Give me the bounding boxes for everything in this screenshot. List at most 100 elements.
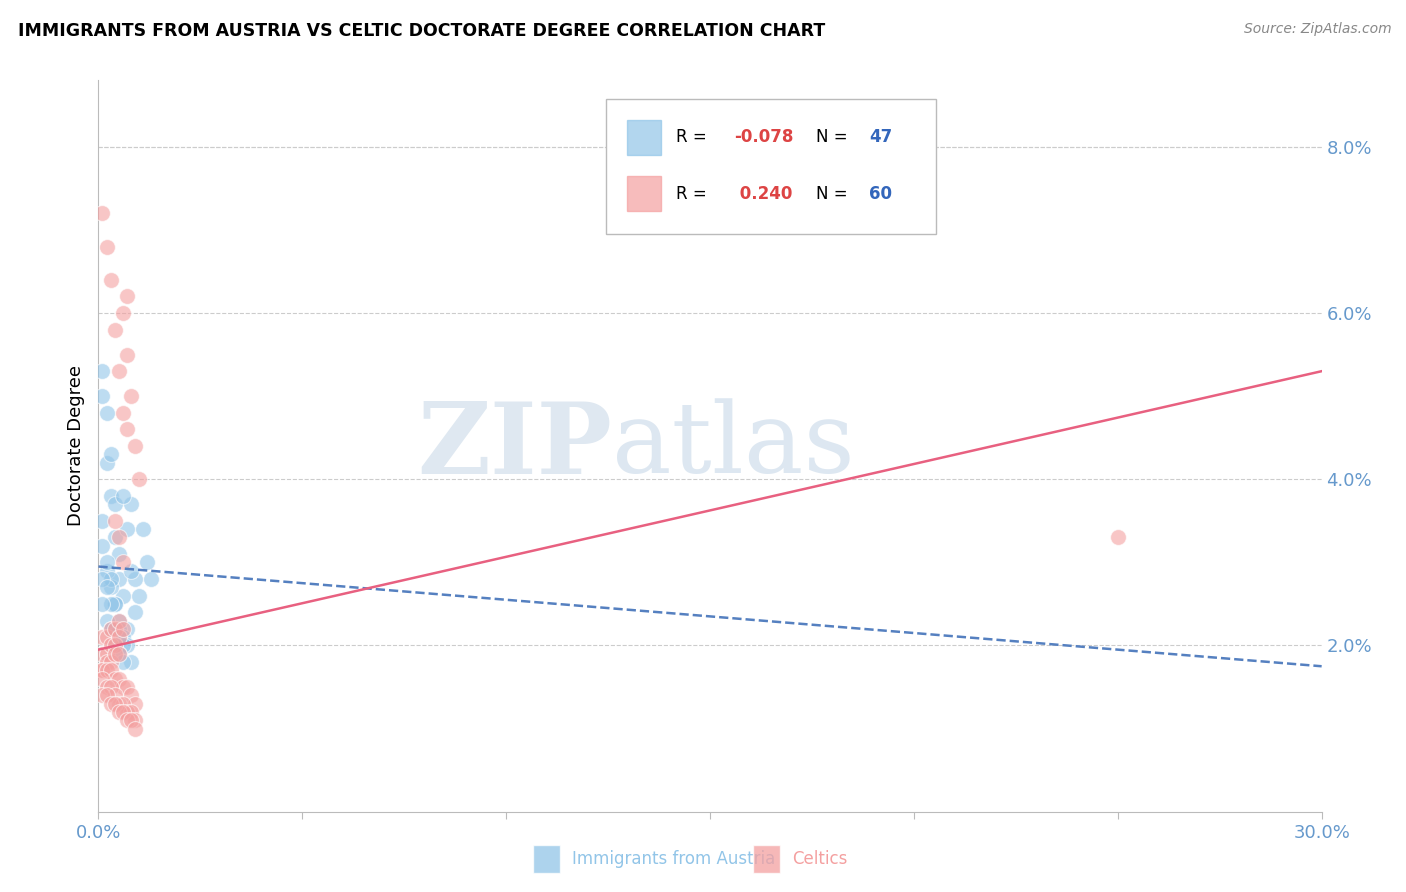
Point [115, 422, 138, 436]
FancyBboxPatch shape [627, 176, 661, 211]
Point [120, 689, 142, 703]
Point [104, 530, 127, 544]
Point [104, 622, 127, 636]
Point [96, 614, 118, 628]
Text: 0.240: 0.240 [734, 185, 793, 202]
Text: 60: 60 [869, 185, 891, 202]
Text: N =: N = [817, 185, 853, 202]
Point [115, 639, 138, 653]
Point [96, 680, 118, 694]
Point [111, 306, 134, 320]
Point [100, 580, 122, 594]
Point [100, 597, 122, 611]
Point [120, 655, 142, 669]
Point [104, 689, 127, 703]
Point [108, 697, 131, 711]
Point [104, 597, 127, 611]
Point [136, 555, 159, 569]
Point [111, 630, 134, 644]
Point [91, 206, 114, 220]
Point [115, 714, 138, 728]
Point [108, 622, 131, 636]
Point [104, 497, 127, 511]
Point [104, 514, 127, 528]
Point [108, 547, 131, 561]
Point [96, 580, 118, 594]
Text: 47: 47 [869, 128, 893, 146]
Point [100, 273, 122, 287]
Point [108, 572, 131, 586]
Point [108, 630, 131, 644]
Point [96, 456, 118, 470]
Point [108, 614, 131, 628]
Point [91, 647, 114, 661]
Point [91, 389, 114, 403]
Point [108, 530, 131, 544]
Point [108, 364, 131, 378]
Point [100, 697, 122, 711]
Point [120, 564, 142, 578]
Point [141, 572, 163, 586]
Point [91, 672, 114, 686]
Bar [533, 846, 560, 873]
Point [91, 689, 114, 703]
Point [1107, 530, 1129, 544]
Text: N =: N = [817, 128, 853, 146]
Point [111, 622, 134, 636]
Point [111, 406, 134, 420]
Point [96, 647, 118, 661]
Point [104, 639, 127, 653]
Point [120, 389, 142, 403]
Text: ZIP: ZIP [418, 398, 612, 494]
Point [132, 522, 155, 536]
Point [91, 664, 114, 678]
Point [115, 522, 138, 536]
Point [108, 647, 131, 661]
Point [128, 472, 150, 486]
Point [124, 439, 146, 453]
Point [111, 697, 134, 711]
Point [100, 622, 122, 636]
Text: -0.078: -0.078 [734, 128, 794, 146]
Text: R =: R = [676, 185, 711, 202]
Point [100, 622, 122, 636]
Point [108, 647, 131, 661]
Point [91, 539, 114, 553]
Point [100, 447, 122, 461]
Point [111, 555, 134, 569]
Point [104, 597, 127, 611]
Point [96, 664, 118, 678]
Point [96, 630, 118, 644]
Point [91, 664, 114, 678]
Point [96, 689, 118, 703]
Point [115, 622, 138, 636]
Point [111, 589, 134, 603]
Point [111, 489, 134, 503]
Point [104, 622, 127, 636]
Point [100, 489, 122, 503]
FancyBboxPatch shape [606, 99, 936, 234]
Point [108, 672, 131, 686]
Point [91, 514, 114, 528]
Point [124, 572, 146, 586]
Point [124, 714, 146, 728]
Point [104, 647, 127, 661]
Point [128, 589, 150, 603]
Point [120, 497, 142, 511]
Point [124, 697, 146, 711]
Text: IMMIGRANTS FROM AUSTRIA VS CELTIC DOCTORATE DEGREE CORRELATION CHART: IMMIGRANTS FROM AUSTRIA VS CELTIC DOCTOR… [18, 22, 825, 40]
Point [91, 630, 114, 644]
Text: Immigrants from Austria: Immigrants from Austria [572, 850, 775, 868]
Point [111, 655, 134, 669]
Point [100, 655, 122, 669]
Text: Source: ZipAtlas.com: Source: ZipAtlas.com [1244, 22, 1392, 37]
Point [104, 697, 127, 711]
Point [100, 680, 122, 694]
Point [91, 572, 114, 586]
Point [111, 680, 134, 694]
Point [104, 323, 127, 337]
Point [100, 572, 122, 586]
Point [96, 655, 118, 669]
Point [96, 239, 118, 253]
Point [104, 672, 127, 686]
